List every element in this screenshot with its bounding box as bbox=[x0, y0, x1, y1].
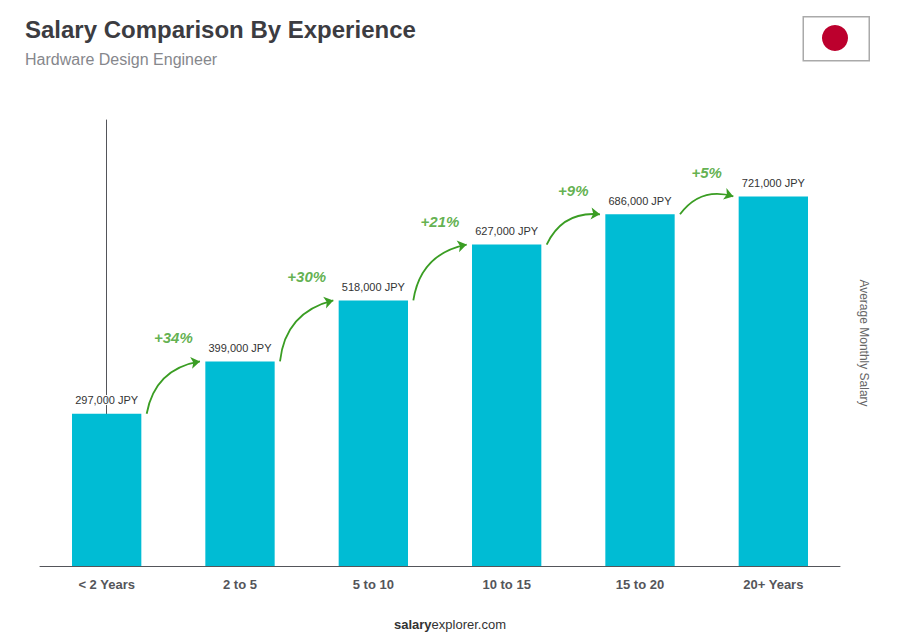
svg-text:399,000 JPY: 399,000 JPY bbox=[209, 342, 273, 354]
svg-text:2 to 5: 2 to 5 bbox=[223, 577, 257, 592]
svg-text:+9%: +9% bbox=[558, 182, 588, 199]
svg-text:20+ Years: 20+ Years bbox=[743, 577, 803, 592]
svg-text:+21%: +21% bbox=[421, 213, 460, 230]
svg-text:salary: salary bbox=[394, 617, 432, 632]
svg-text:Average Monthly Salary: Average Monthly Salary bbox=[857, 279, 871, 406]
svg-text:721,000 JPY: 721,000 JPY bbox=[742, 177, 806, 189]
svg-text:+30%: +30% bbox=[287, 268, 326, 285]
svg-text:10 to 15: 10 to 15 bbox=[482, 577, 530, 592]
svg-text:518,000 JPY: 518,000 JPY bbox=[342, 281, 406, 293]
svg-text:297,000 JPY: 297,000 JPY bbox=[75, 394, 139, 406]
svg-text:< 2 Years: < 2 Years bbox=[78, 577, 135, 592]
svg-text:+5%: +5% bbox=[691, 164, 721, 181]
svg-text:+34%: +34% bbox=[154, 329, 193, 346]
svg-text:Hardware Design Engineer: Hardware Design Engineer bbox=[25, 51, 218, 68]
svg-text:explorer.com: explorer.com bbox=[432, 617, 506, 632]
svg-text:Salary Comparison By Experienc: Salary Comparison By Experience bbox=[25, 16, 416, 43]
svg-text:686,000 JPY: 686,000 JPY bbox=[609, 195, 673, 207]
svg-text:5 to 10: 5 to 10 bbox=[353, 577, 394, 592]
svg-text:627,000 JPY: 627,000 JPY bbox=[475, 225, 539, 237]
svg-text:15 to 20: 15 to 20 bbox=[616, 577, 664, 592]
